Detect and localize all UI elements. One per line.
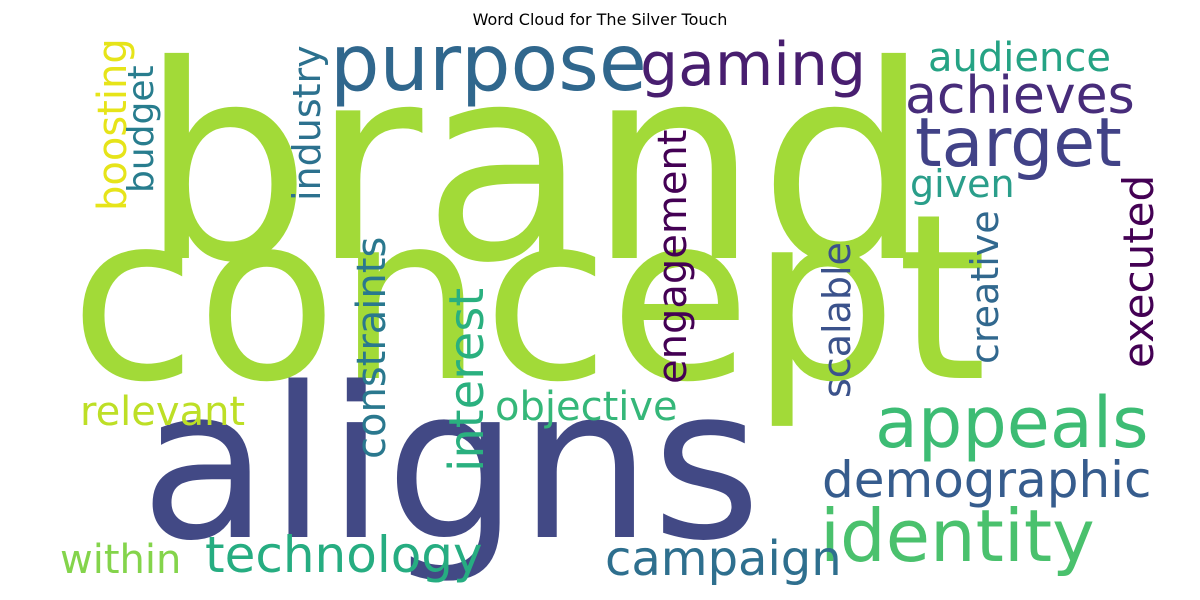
word-purpose: purpose <box>330 19 647 109</box>
word-objective: objective <box>495 384 678 430</box>
word-appeals: appeals <box>875 382 1149 464</box>
word-audience: audience <box>928 35 1111 81</box>
word-identity: identity <box>820 494 1095 578</box>
word-relevant: relevant <box>80 389 246 435</box>
word-industry: industry <box>285 45 329 201</box>
word-concept: concept <box>70 166 988 433</box>
word-executed: executed <box>1114 174 1163 368</box>
word-brand: brand <box>140 7 931 322</box>
word-constraints: constraints <box>349 236 395 459</box>
word-engagement: engagement <box>650 129 696 384</box>
word-target: target <box>915 104 1122 183</box>
word-achieves: achieves <box>905 66 1135 126</box>
chart-title: Word Cloud for The Silver Touch <box>472 10 728 29</box>
word-creative: creative <box>963 210 1007 364</box>
word-technology: technology <box>205 526 483 584</box>
word-within: within <box>60 537 182 583</box>
word-gaming: gaming <box>640 30 867 100</box>
word-aligns: aligns <box>140 342 762 587</box>
word-scalable: scalable <box>815 242 859 398</box>
word-given: given <box>910 162 1015 206</box>
word-interest: interest <box>439 287 495 472</box>
word-campaign: campaign <box>605 531 842 587</box>
word-budget: budget <box>121 65 162 193</box>
word-demographic: demographic <box>822 451 1152 509</box>
